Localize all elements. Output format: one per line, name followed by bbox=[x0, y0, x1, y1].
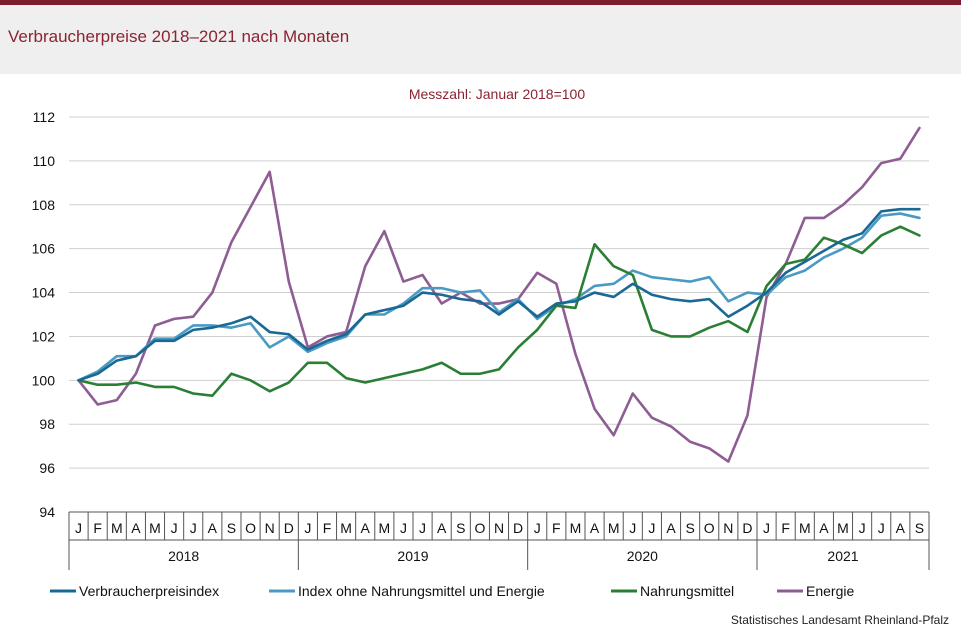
month-label: M bbox=[837, 520, 849, 536]
month-label: J bbox=[75, 520, 82, 536]
year-label: 2021 bbox=[827, 548, 858, 564]
month-label: J bbox=[534, 520, 541, 536]
month-label: J bbox=[648, 520, 655, 536]
gridlines bbox=[69, 116, 929, 469]
month-label: O bbox=[474, 520, 485, 536]
legend-label: Verbraucherpreisindex bbox=[79, 583, 219, 599]
series-line-2 bbox=[77, 212, 921, 382]
y-axis-ticks: 94 96 98 100 102 104 106 108 110 112 bbox=[32, 109, 56, 520]
series-lines bbox=[77, 126, 921, 463]
page-title: Verbraucherpreise 2018–2021 nach Monaten bbox=[8, 27, 350, 46]
month-label: J bbox=[419, 520, 426, 536]
month-label: J bbox=[763, 520, 770, 536]
month-label: N bbox=[265, 520, 275, 536]
month-label: F bbox=[552, 520, 561, 536]
month-label: J bbox=[859, 520, 866, 536]
month-label: J bbox=[190, 520, 197, 536]
month-label: S bbox=[685, 520, 694, 536]
month-label: M bbox=[111, 520, 123, 536]
month-label: D bbox=[284, 520, 294, 536]
legend-item: Nahrungsmittel bbox=[611, 583, 734, 599]
month-label: A bbox=[131, 520, 141, 536]
series-line-4 bbox=[77, 126, 921, 463]
y-tick-label: 102 bbox=[32, 328, 56, 344]
month-label: M bbox=[149, 520, 161, 536]
y-tick-label: 112 bbox=[33, 109, 56, 125]
legend-item: Verbraucherpreisindex bbox=[50, 583, 219, 599]
month-label: J bbox=[304, 520, 311, 536]
legend-item: Index ohne Nahrungsmittel und Energie bbox=[269, 583, 545, 599]
month-label: A bbox=[819, 520, 829, 536]
y-tick-label: 110 bbox=[33, 153, 56, 169]
chart-panel bbox=[0, 74, 961, 631]
legend: Verbraucherpreisindex Index ohne Nahrungs… bbox=[50, 583, 854, 599]
top-accent-bar bbox=[0, 0, 961, 5]
month-label: D bbox=[742, 520, 752, 536]
month-label: J bbox=[171, 520, 178, 536]
month-label: A bbox=[666, 520, 676, 536]
month-label: S bbox=[915, 520, 924, 536]
month-label: M bbox=[340, 520, 352, 536]
month-label: J bbox=[400, 520, 407, 536]
y-tick-label: 104 bbox=[32, 285, 56, 301]
month-label: D bbox=[513, 520, 523, 536]
month-label: F bbox=[93, 520, 102, 536]
y-tick-label: 94 bbox=[39, 504, 55, 520]
month-label: M bbox=[378, 520, 390, 536]
series-line-1 bbox=[77, 207, 921, 382]
month-label: O bbox=[245, 520, 256, 536]
month-label: A bbox=[896, 520, 906, 536]
month-label: J bbox=[629, 520, 636, 536]
month-label: M bbox=[608, 520, 620, 536]
y-tick-label: 98 bbox=[39, 416, 55, 432]
month-label: S bbox=[456, 520, 465, 536]
source-note: Statistisches Landesamt Rheinland-Pfalz bbox=[731, 613, 949, 627]
series-line-3 bbox=[77, 225, 921, 397]
legend-label: Energie bbox=[806, 583, 854, 599]
y-tick-label: 96 bbox=[39, 460, 55, 476]
y-tick-label: 108 bbox=[32, 197, 56, 213]
month-label: M bbox=[570, 520, 582, 536]
year-label: 2020 bbox=[627, 548, 658, 564]
month-label: S bbox=[227, 520, 236, 536]
legend-label: Nahrungsmittel bbox=[640, 583, 734, 599]
chart-subtitle: Messzahl: Januar 2018=100 bbox=[409, 86, 585, 102]
month-label: J bbox=[878, 520, 885, 536]
month-label: M bbox=[799, 520, 811, 536]
y-tick-label: 106 bbox=[32, 241, 56, 257]
month-label: N bbox=[494, 520, 504, 536]
legend-item: Energie bbox=[777, 583, 854, 599]
y-tick-label: 100 bbox=[32, 372, 56, 388]
month-label: F bbox=[323, 520, 332, 536]
year-label: 2018 bbox=[168, 548, 199, 564]
legend-label: Index ohne Nahrungsmittel und Energie bbox=[298, 583, 545, 599]
month-label: A bbox=[590, 520, 600, 536]
month-label: A bbox=[437, 520, 447, 536]
month-label: N bbox=[723, 520, 733, 536]
month-label: O bbox=[704, 520, 715, 536]
month-label: A bbox=[208, 520, 218, 536]
month-label: A bbox=[361, 520, 371, 536]
month-label: F bbox=[781, 520, 790, 536]
year-label: 2019 bbox=[397, 548, 428, 564]
